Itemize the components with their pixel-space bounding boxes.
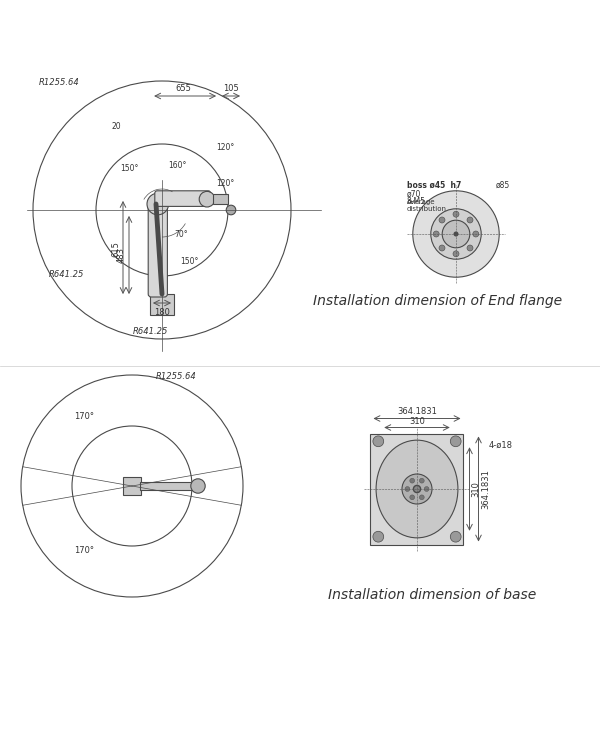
Circle shape (439, 217, 445, 223)
Circle shape (373, 436, 384, 447)
Text: 364.1831: 364.1831 (397, 406, 437, 416)
Text: 20: 20 (111, 122, 121, 131)
Ellipse shape (376, 440, 458, 538)
Circle shape (199, 191, 215, 207)
Bar (213, 195, 228, 204)
Text: ø70: ø70 (407, 190, 421, 199)
Text: 310: 310 (472, 481, 481, 497)
Circle shape (419, 478, 424, 483)
Circle shape (147, 193, 169, 214)
Circle shape (450, 436, 461, 447)
Text: 364.1831: 364.1831 (482, 469, 491, 509)
Text: 120°: 120° (216, 179, 234, 188)
Circle shape (413, 485, 421, 493)
Bar (123, 477, 141, 495)
Circle shape (439, 245, 445, 251)
Text: R641.25: R641.25 (133, 327, 167, 336)
Circle shape (373, 531, 384, 542)
FancyBboxPatch shape (155, 191, 211, 206)
Text: 180: 180 (154, 307, 170, 317)
Circle shape (405, 487, 410, 491)
Circle shape (453, 212, 459, 217)
Circle shape (191, 479, 205, 493)
Circle shape (424, 487, 429, 491)
Text: ø85: ø85 (496, 181, 511, 190)
Circle shape (450, 531, 461, 542)
Text: 170°: 170° (74, 412, 94, 422)
Text: Installation dimension of End flange: Installation dimension of End flange (313, 294, 563, 308)
Circle shape (467, 245, 473, 251)
Circle shape (442, 220, 470, 248)
Bar (140, 482, 194, 490)
Text: R1255.64: R1255.64 (156, 372, 197, 381)
Circle shape (473, 231, 479, 237)
FancyBboxPatch shape (148, 198, 167, 297)
Text: 105: 105 (223, 84, 239, 93)
Circle shape (431, 209, 481, 259)
Circle shape (433, 231, 439, 237)
Text: boss ø45  h7: boss ø45 h7 (407, 181, 461, 190)
Bar (370, 433, 463, 545)
Text: Average
distribution: Average distribution (407, 199, 447, 212)
Circle shape (467, 217, 473, 223)
Text: 310: 310 (409, 417, 425, 426)
Circle shape (454, 232, 458, 236)
Text: Installation dimension of base: Installation dimension of base (328, 588, 536, 602)
Text: 483: 483 (117, 247, 126, 263)
Text: 150°: 150° (120, 164, 138, 173)
Circle shape (419, 495, 424, 500)
Text: 4-ø18: 4-ø18 (488, 441, 513, 450)
Circle shape (402, 474, 432, 504)
Circle shape (413, 191, 499, 277)
Text: 8-M5: 8-M5 (407, 197, 426, 206)
Circle shape (226, 205, 236, 214)
Circle shape (453, 251, 459, 257)
Text: 615: 615 (111, 241, 120, 257)
Text: 160°: 160° (168, 161, 187, 170)
Text: 170°: 170° (74, 545, 94, 555)
Text: R641.25: R641.25 (49, 270, 84, 279)
Text: 655: 655 (175, 84, 191, 93)
Circle shape (410, 478, 415, 483)
Text: 120°: 120° (216, 143, 234, 152)
Text: 70°: 70° (174, 230, 188, 239)
Bar (150, 294, 174, 315)
Circle shape (410, 495, 415, 500)
Text: 150°: 150° (180, 257, 199, 266)
Text: R1255.64: R1255.64 (39, 78, 80, 87)
